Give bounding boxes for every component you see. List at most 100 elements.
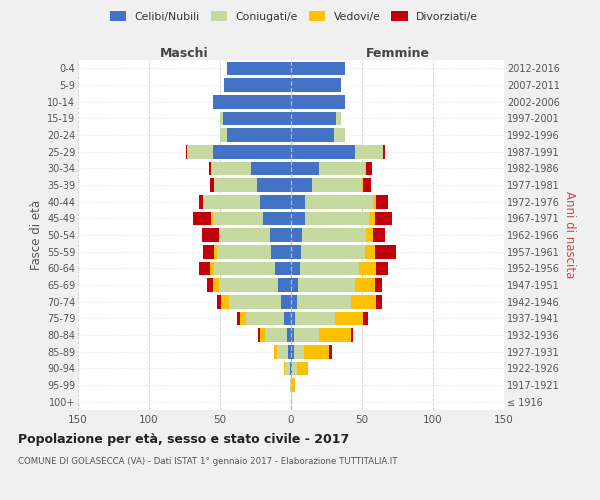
Bar <box>210 178 291 192</box>
Bar <box>290 378 291 392</box>
Bar <box>291 212 369 225</box>
Bar <box>240 312 291 325</box>
Bar <box>291 112 341 125</box>
Bar <box>291 212 305 225</box>
Bar <box>245 312 291 325</box>
Bar <box>217 245 291 258</box>
Bar <box>275 262 291 275</box>
Bar <box>291 78 341 92</box>
Bar <box>291 95 345 108</box>
Bar <box>291 312 364 325</box>
Bar <box>291 195 305 208</box>
Text: COMUNE DI GOLASECCA (VA) - Dati ISTAT 1° gennaio 2017 - Elaborazione TUTTITALIA.: COMUNE DI GOLASECCA (VA) - Dati ISTAT 1°… <box>18 457 398 466</box>
Bar <box>211 212 291 225</box>
Bar <box>291 62 345 75</box>
Bar <box>291 145 385 158</box>
Bar <box>213 278 291 292</box>
Bar <box>291 362 296 375</box>
Bar <box>291 245 365 258</box>
Bar <box>213 95 291 108</box>
Bar <box>291 128 345 142</box>
Bar <box>284 312 291 325</box>
Bar <box>271 245 291 258</box>
Bar <box>227 62 291 75</box>
Bar <box>274 345 291 358</box>
Bar <box>220 128 291 142</box>
Text: Maschi: Maschi <box>160 47 209 60</box>
Bar <box>291 378 292 392</box>
Bar <box>227 62 291 75</box>
Bar <box>291 312 295 325</box>
Bar <box>287 328 291 342</box>
Bar <box>291 145 355 158</box>
Bar <box>291 78 341 92</box>
Bar <box>203 195 291 208</box>
Bar <box>290 378 291 392</box>
Bar <box>213 95 291 108</box>
Bar <box>291 178 371 192</box>
Bar <box>291 195 373 208</box>
Bar <box>291 78 341 92</box>
Bar <box>260 195 291 208</box>
Bar <box>291 262 388 275</box>
Bar <box>220 128 291 142</box>
Bar <box>186 145 291 158</box>
Bar <box>221 295 291 308</box>
Bar <box>259 328 291 342</box>
Bar <box>291 95 345 108</box>
Bar <box>291 195 388 208</box>
Legend: Celibi/Nubili, Coniugati/e, Vedovi/e, Divorziati/e: Celibi/Nubili, Coniugati/e, Vedovi/e, Di… <box>106 8 482 25</box>
Bar <box>288 345 291 358</box>
Bar <box>291 128 345 142</box>
Bar <box>223 112 291 125</box>
Bar <box>291 145 383 158</box>
Bar <box>224 78 291 92</box>
Bar <box>291 128 345 142</box>
Bar <box>291 162 366 175</box>
Bar <box>210 262 291 275</box>
Bar <box>291 62 345 75</box>
Bar <box>220 112 291 125</box>
Bar <box>291 62 345 75</box>
Y-axis label: Anni di nascita: Anni di nascita <box>563 192 577 278</box>
Text: Popolazione per età, sesso e stato civile - 2017: Popolazione per età, sesso e stato civil… <box>18 432 349 446</box>
Bar <box>290 362 291 375</box>
Bar <box>187 145 291 158</box>
Bar <box>202 228 291 242</box>
Bar <box>291 328 353 342</box>
Bar <box>213 145 291 158</box>
Bar <box>284 362 291 375</box>
Bar <box>291 295 376 308</box>
Bar <box>211 162 291 175</box>
Bar <box>277 345 291 358</box>
Bar <box>291 195 376 208</box>
Bar <box>263 212 291 225</box>
Bar <box>265 328 291 342</box>
Bar <box>207 278 291 292</box>
Bar <box>199 195 291 208</box>
Bar <box>291 378 295 392</box>
Bar <box>291 228 373 242</box>
Bar <box>291 245 301 258</box>
Bar <box>213 95 291 108</box>
Bar <box>220 112 291 125</box>
Bar <box>217 295 291 308</box>
Bar <box>291 162 365 175</box>
Bar <box>290 378 291 392</box>
Bar <box>224 78 291 92</box>
Bar <box>291 328 350 342</box>
Bar <box>220 128 291 142</box>
Bar <box>203 195 291 208</box>
Bar <box>203 245 291 258</box>
Y-axis label: Fasce di età: Fasce di età <box>29 200 43 270</box>
Bar <box>214 262 291 275</box>
Bar <box>224 78 291 92</box>
Bar <box>291 178 313 192</box>
Bar <box>291 295 382 308</box>
Bar <box>229 295 291 308</box>
Bar <box>291 345 304 358</box>
Bar <box>227 128 291 142</box>
Bar <box>291 378 295 392</box>
Bar <box>291 128 334 142</box>
Bar <box>291 278 298 292</box>
